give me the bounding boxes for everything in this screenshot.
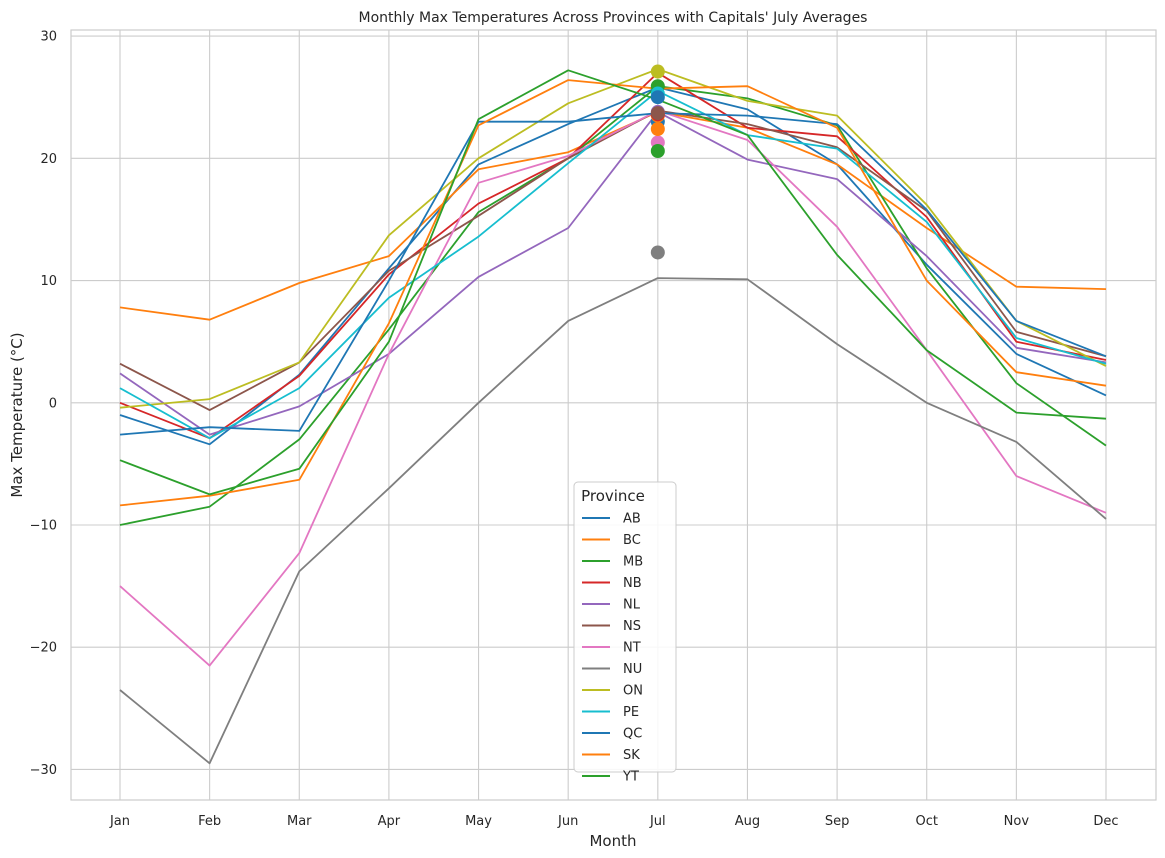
y-axis-ticks: −30 −20 −10 0 10 20 30 bbox=[30, 30, 57, 778]
series-line-ns bbox=[119, 109, 1107, 412]
legend-label-qc: QC bbox=[623, 727, 642, 742]
y-tick-label: −10 bbox=[30, 519, 57, 534]
legend-label-nb: NB bbox=[623, 576, 642, 591]
series-line-mb bbox=[119, 85, 1107, 526]
y-tick-label: −30 bbox=[30, 763, 57, 778]
legend-box bbox=[573, 481, 677, 773]
x-tick-label: Apr bbox=[378, 814, 401, 829]
x-tick-label: Nov bbox=[1004, 814, 1030, 829]
legend-label-yt: YT bbox=[622, 770, 639, 785]
x-axis-label: Month bbox=[589, 832, 636, 850]
series-line-on bbox=[119, 68, 1107, 409]
y-tick-label: 20 bbox=[40, 152, 57, 167]
legend-label-sk: SK bbox=[623, 748, 640, 763]
legend-label-on: ON bbox=[623, 684, 643, 699]
july-point-nu bbox=[650, 245, 665, 260]
series-line-nu bbox=[119, 277, 1107, 765]
july-capital-points bbox=[650, 64, 665, 260]
legend-label-pe: PE bbox=[623, 705, 639, 720]
x-tick-label: May bbox=[465, 814, 492, 829]
y-axis-label: Max Temperature (°C) bbox=[8, 332, 26, 497]
july-point-yt bbox=[650, 144, 665, 158]
july-point-on bbox=[650, 64, 665, 79]
series-line-qc bbox=[119, 112, 1107, 436]
series-line-sk bbox=[119, 79, 1107, 507]
x-tick-label: Jan bbox=[109, 814, 130, 829]
legend-label-nl: NL bbox=[623, 598, 641, 613]
x-tick-label: Aug bbox=[735, 814, 760, 829]
series-line-yt bbox=[119, 69, 1107, 496]
y-tick-label: 10 bbox=[40, 274, 57, 289]
series-line-nb bbox=[119, 71, 1107, 440]
y-tick-label: −20 bbox=[30, 641, 57, 656]
july-point-ns bbox=[650, 106, 665, 121]
y-tick-label: 30 bbox=[40, 30, 57, 45]
legend-label-mb: MB bbox=[623, 555, 643, 570]
legend-label-nu: NU bbox=[623, 662, 642, 677]
plot-frame bbox=[70, 29, 1157, 801]
chart-title: Monthly Max Temperatures Across Province… bbox=[359, 10, 868, 26]
x-tick-label: Oct bbox=[915, 814, 937, 829]
legend-title: Province bbox=[581, 487, 645, 505]
legend-label-bc: BC bbox=[623, 533, 641, 548]
july-point-sk bbox=[650, 122, 665, 136]
x-tick-label: Sep bbox=[825, 814, 850, 829]
series-line-pe bbox=[119, 90, 1107, 440]
series-line-nl bbox=[119, 111, 1107, 436]
series-lines bbox=[119, 68, 1107, 765]
y-tick-label: 0 bbox=[49, 396, 57, 411]
legend-items: AB BC MB NB NL NS NT NU ON PE QC SK YT bbox=[582, 512, 643, 785]
series-line-ab bbox=[119, 86, 1107, 446]
x-tick-label: Feb bbox=[198, 814, 221, 829]
x-axis-ticks: Jan Feb Mar Apr May Jun Jul Aug Sep Oct Nov Dec bbox=[109, 814, 1119, 829]
legend-label-nt: NT bbox=[623, 641, 641, 656]
x-tick-label: Dec bbox=[1093, 814, 1118, 829]
x-tick-label: Jun bbox=[557, 814, 578, 829]
x-tick-label: Jul bbox=[649, 814, 666, 829]
legend-label-ns: NS bbox=[623, 619, 641, 634]
series-line-nt bbox=[119, 109, 1107, 667]
legend: Province AB BC MB NB NL NS NT NU ON PE QC SK YT bbox=[573, 481, 677, 785]
legend-label-ab: AB bbox=[623, 512, 641, 527]
july-point-qc bbox=[650, 90, 665, 105]
x-tick-label: Mar bbox=[287, 814, 312, 829]
